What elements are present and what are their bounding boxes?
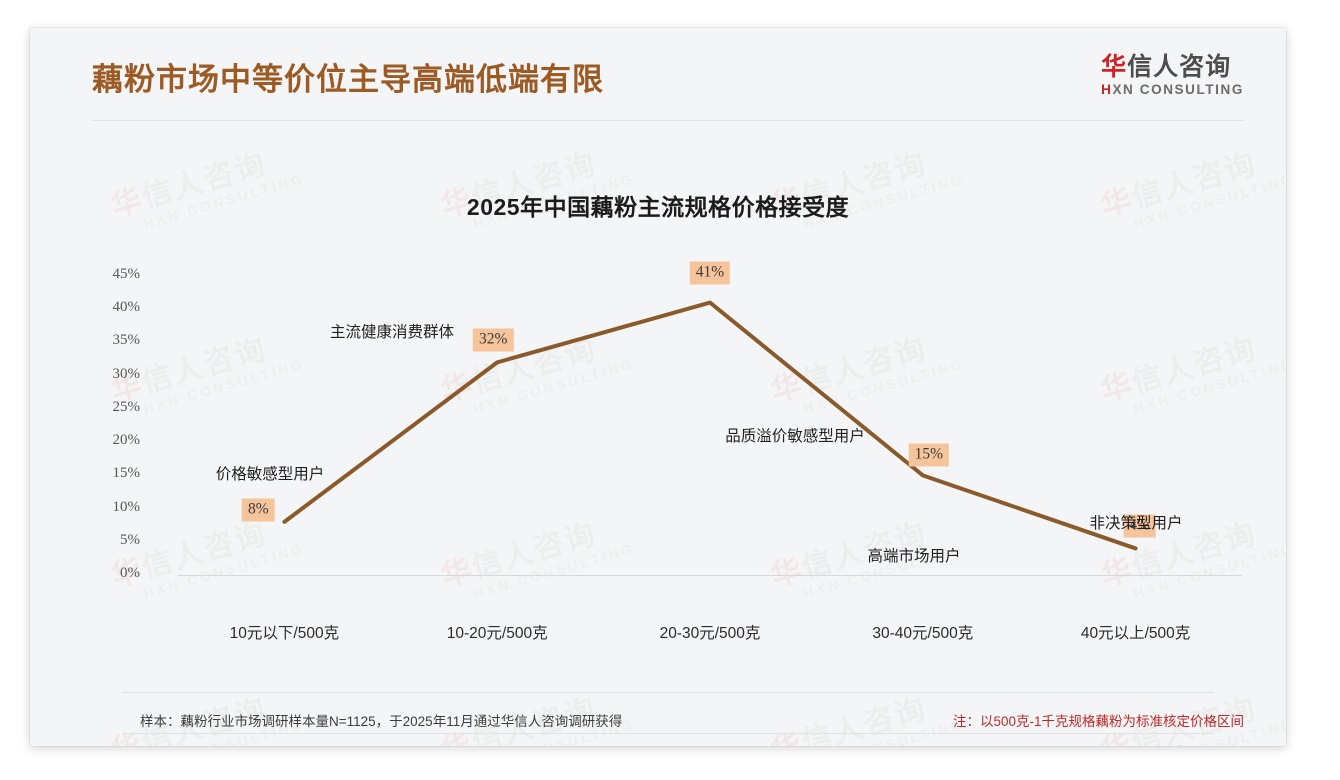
logo-english-text: HXN CONSULTING [1101,82,1244,97]
x-axis-line [178,575,1242,576]
logo-en-rest: XN CONSULTING [1112,82,1244,98]
website-url: www.hxrcon.com [1148,743,1246,746]
chart-annotation: 高端市场用户 [867,548,961,565]
x-axis-tick-label: 10元以下/500克 [229,625,340,642]
y-axis-tick-label: 15% [112,465,141,482]
x-axis-tick-label: 30-40元/500克 [872,625,974,642]
chart-annotation: 品质溢价敏感型用户 [725,428,865,445]
chart-annotation: 非决策型用户 [1089,515,1183,532]
data-point-label: 8% [242,498,275,522]
chart-title: 2025年中国藕粉主流规格价格接受度 [466,194,850,220]
y-axis-tick-label: 30% [112,365,141,382]
y-axis-tick-label: 25% [112,398,141,415]
x-axis-tick-label: 40元以上/500克 [1080,625,1191,642]
slide-canvas: 华信人咨询 HXN CONSULTING 华信人咨询 HXN CONSULTING 华信… [30,28,1286,746]
page-title: 藕粉市场中等价位主导高端低端有限 [92,62,604,97]
y-axis-tick-label: 20% [112,432,141,449]
chart-annotation: 主流健康消费群体 [329,324,455,341]
y-axis-tick-label: 45% [112,266,141,282]
chart-plot-area [282,300,1138,551]
sample-note: 样本：藕粉行业市场调研样本量N=1125，于2025年11月通过华信人咨询调研获… [140,714,623,729]
x-axis-tick-label: 20-30元/500克 [659,625,761,642]
data-point-label: 41% [689,261,731,285]
y-axis-tick-label: 10% [112,498,141,515]
copyright-text: ©2026.1 HXR华信人咨询 [96,743,241,746]
x-axis-tick-label: 10-20元/500克 [446,625,548,642]
y-axis-tick-label: 35% [112,332,141,349]
y-axis-tick-label: 5% [120,531,140,548]
red-note: 注：以500克-1千克规格藕粉为标准核定价格区间 [952,714,1244,729]
chart-annotation: 价格敏感型用户 [215,466,325,483]
company-logo: 华信人咨询 HXN CONSULTING [1101,54,1244,97]
data-point-label: 15% [908,443,950,467]
data-point-label: 32% [472,328,514,352]
footer-divider-top [122,692,1214,693]
slide-header: 藕粉市场中等价位主导高端低端有限 华信人咨询 HXN CONSULTING [30,28,1286,121]
footer-divider-bottom [122,733,1214,734]
header-divider [92,120,1244,121]
logo-en-initial: H [1101,82,1113,98]
logo-chinese-rest: 信人咨询 [1127,53,1232,81]
logo-chinese-text: 华信人咨询 [1101,54,1244,80]
data-point-label: 4% [1123,514,1156,538]
chart-line-series [282,300,1138,551]
line-chart: 45% 40% 35% 30% 25% 20% 15% 10% 5% 0% 10元以下/500克 10… [30,28,1286,746]
y-axis-tick-label: 40% [112,299,141,316]
logo-char-hua: 华 [1101,53,1128,81]
y-axis-tick-label: 0% [120,565,140,581]
